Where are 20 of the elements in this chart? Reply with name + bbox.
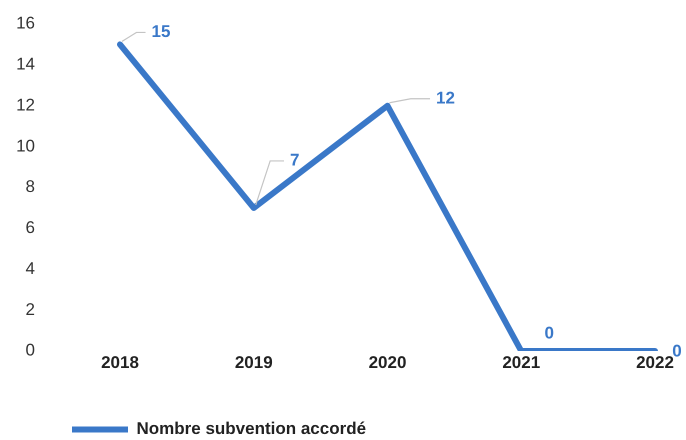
legend-label: Nombre subvention accordé (136, 419, 366, 438)
y-tick-label: 6 (26, 218, 35, 238)
y-tick-label: 4 (26, 258, 35, 278)
data-label: 0 (672, 342, 682, 361)
x-tick-label: 2021 (502, 352, 540, 372)
data-label: 15 (152, 22, 170, 42)
y-tick-label: 2 (26, 300, 35, 319)
x-tick-label: 2019 (234, 352, 273, 372)
data-label: 12 (436, 88, 455, 108)
y-tick-label: 10 (16, 136, 35, 156)
y-tick-label: 0 (26, 340, 35, 360)
x-tick-label: 2022 (636, 352, 674, 372)
y-tick-label: 14 (16, 54, 35, 74)
y-tick-label: 12 (16, 95, 35, 114)
data-label: 7 (290, 150, 300, 170)
x-tick-label: 2020 (368, 352, 406, 372)
x-tick-label: 2018 (101, 352, 139, 372)
y-tick-label: 8 (26, 177, 35, 196)
data-label: 0 (544, 324, 554, 343)
y-tick-label: 16 (16, 14, 35, 33)
